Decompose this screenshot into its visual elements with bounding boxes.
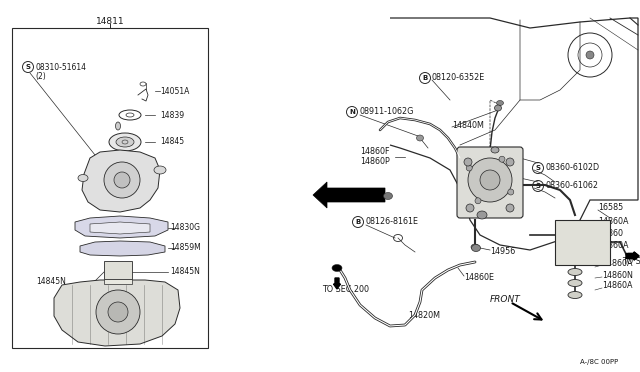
- Ellipse shape: [383, 192, 392, 199]
- Text: 14956: 14956: [490, 247, 515, 257]
- FancyBboxPatch shape: [457, 147, 523, 218]
- Circle shape: [466, 165, 472, 171]
- Ellipse shape: [477, 211, 487, 219]
- Ellipse shape: [109, 133, 141, 151]
- Text: B: B: [355, 219, 360, 225]
- Text: S: S: [26, 64, 31, 70]
- Circle shape: [108, 302, 128, 322]
- Text: TO SEC.200: TO SEC.200: [322, 285, 369, 295]
- Text: 14860N: 14860N: [602, 270, 633, 279]
- Text: 14860A: 14860A: [602, 282, 632, 291]
- Text: 14845N: 14845N: [36, 276, 66, 285]
- Circle shape: [499, 156, 505, 162]
- Ellipse shape: [568, 269, 582, 276]
- Text: 14830G: 14830G: [170, 224, 200, 232]
- Text: 14860A: 14860A: [598, 241, 628, 250]
- Bar: [104, 261, 132, 279]
- Text: 14860P: 14860P: [360, 157, 390, 167]
- Text: (2): (2): [35, 71, 45, 80]
- Circle shape: [475, 198, 481, 204]
- Circle shape: [506, 158, 514, 166]
- Circle shape: [508, 189, 514, 195]
- Text: 14860A: 14860A: [602, 259, 632, 267]
- Text: TO SEC.165: TO SEC.165: [622, 257, 640, 266]
- Polygon shape: [82, 150, 160, 212]
- FancyArrow shape: [333, 278, 340, 289]
- Text: 08310-51614: 08310-51614: [35, 62, 86, 71]
- Text: 14845N: 14845N: [170, 267, 200, 276]
- Polygon shape: [54, 280, 180, 346]
- Ellipse shape: [78, 174, 88, 182]
- Text: FRONT: FRONT: [490, 295, 521, 305]
- Ellipse shape: [472, 244, 481, 251]
- Text: 14860F: 14860F: [360, 148, 390, 157]
- Circle shape: [466, 204, 474, 212]
- Polygon shape: [313, 182, 385, 208]
- Bar: [555, 220, 610, 265]
- Circle shape: [480, 170, 500, 190]
- Circle shape: [104, 162, 140, 198]
- Ellipse shape: [417, 135, 424, 141]
- Ellipse shape: [471, 244, 479, 250]
- Text: 14860E: 14860E: [464, 273, 494, 282]
- Circle shape: [114, 172, 130, 188]
- Text: 08120-6352E: 08120-6352E: [432, 74, 485, 83]
- Text: 14839: 14839: [160, 110, 184, 119]
- Text: A-/8C 00PP: A-/8C 00PP: [580, 359, 618, 365]
- Ellipse shape: [491, 147, 499, 153]
- Text: 14860: 14860: [598, 230, 623, 238]
- Text: S: S: [536, 183, 541, 189]
- Text: 14845: 14845: [160, 138, 184, 147]
- Polygon shape: [80, 241, 165, 256]
- FancyArrow shape: [628, 252, 639, 260]
- Text: 08360-61062: 08360-61062: [546, 182, 599, 190]
- Ellipse shape: [495, 105, 502, 111]
- Ellipse shape: [116, 137, 134, 147]
- Text: 14811: 14811: [96, 17, 124, 26]
- Text: 14051A: 14051A: [160, 87, 189, 96]
- Text: 14859M: 14859M: [170, 244, 201, 253]
- Text: 16585: 16585: [598, 203, 623, 212]
- Ellipse shape: [154, 166, 166, 174]
- Circle shape: [468, 158, 512, 202]
- Polygon shape: [90, 222, 150, 234]
- Text: 14840M: 14840M: [452, 121, 484, 129]
- Circle shape: [506, 204, 514, 212]
- Circle shape: [464, 158, 472, 166]
- Circle shape: [586, 51, 594, 59]
- Text: 14811: 14811: [455, 155, 480, 164]
- Text: 08126-8161E: 08126-8161E: [366, 218, 419, 227]
- Text: 14820M: 14820M: [408, 311, 440, 320]
- Text: B: B: [422, 75, 428, 81]
- Ellipse shape: [568, 292, 582, 298]
- Text: 08911-1062G: 08911-1062G: [360, 108, 414, 116]
- Ellipse shape: [332, 264, 342, 272]
- Polygon shape: [75, 216, 168, 238]
- FancyArrow shape: [626, 252, 639, 260]
- Ellipse shape: [115, 122, 120, 130]
- Bar: [104, 279, 132, 284]
- Ellipse shape: [497, 100, 504, 106]
- Text: 08360-6102D: 08360-6102D: [546, 164, 600, 173]
- Text: S: S: [536, 165, 541, 171]
- Circle shape: [96, 290, 140, 334]
- Bar: [12, 28, 208, 348]
- Text: N: N: [349, 109, 355, 115]
- Ellipse shape: [568, 279, 582, 286]
- Text: 14860A: 14860A: [598, 218, 628, 227]
